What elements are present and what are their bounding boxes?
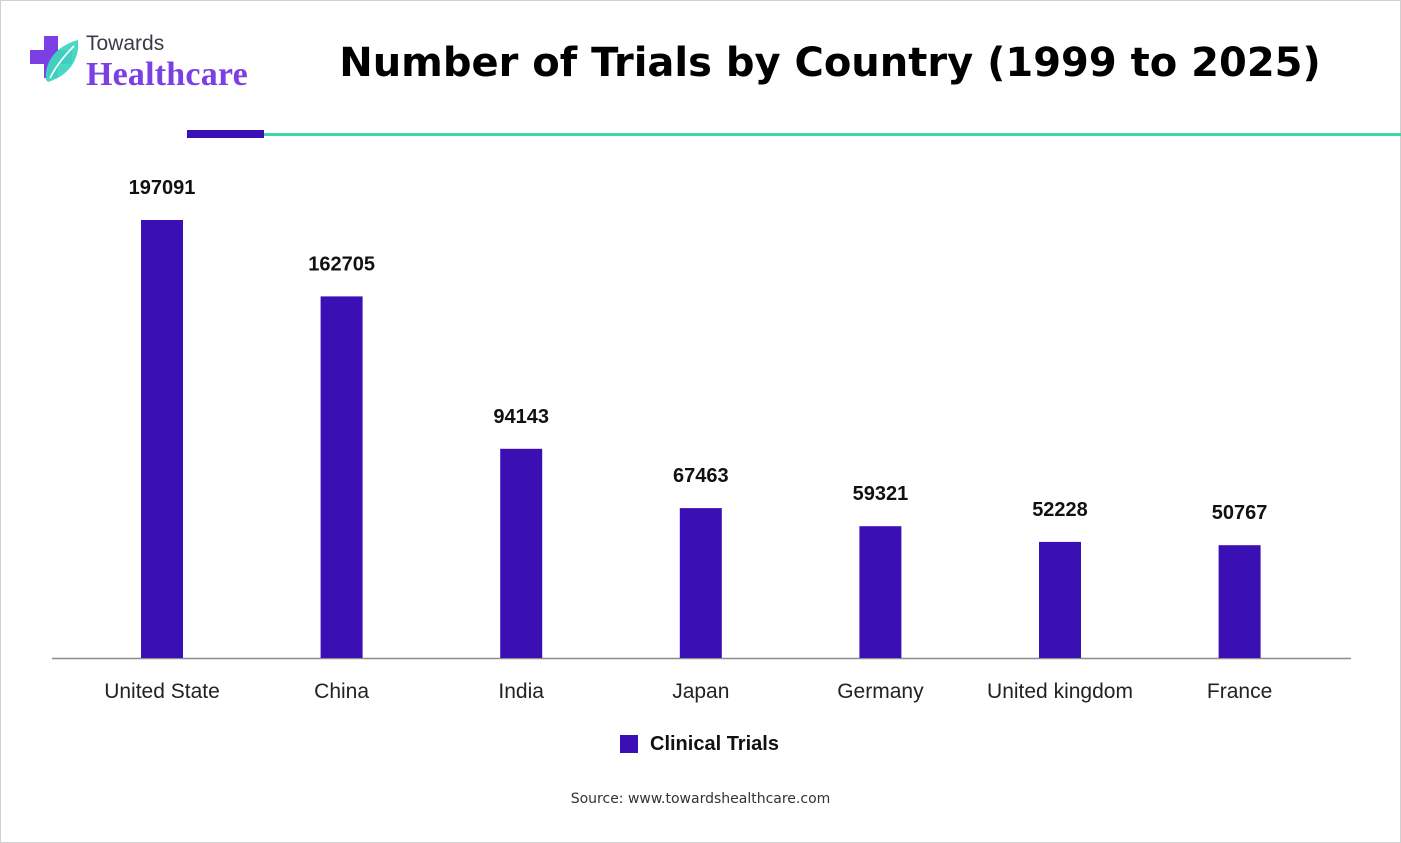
legend-swatch [620, 735, 638, 753]
title-underline-rule [264, 133, 1401, 136]
brand-logo: Towards Healthcare [26, 30, 276, 100]
category-label: Japan [672, 680, 729, 703]
logo-top-text: Towards [86, 32, 165, 55]
category-label: China [314, 680, 369, 703]
bar [679, 508, 722, 658]
data-label: 50767 [1212, 502, 1268, 524]
title-accent-rule [187, 130, 264, 138]
bar [320, 296, 363, 658]
chart-legend: Clinical Trials [620, 733, 779, 755]
bar [859, 526, 902, 658]
category-label: France [1207, 680, 1272, 703]
data-label: 59321 [853, 483, 909, 505]
data-label: 197091 [129, 177, 196, 199]
medical-cross-leaf-icon [30, 36, 79, 82]
category-label: Germany [837, 680, 924, 703]
bar [1218, 545, 1261, 658]
source-note: Source: www.towardshealthcare.com [570, 791, 831, 807]
category-label: India [498, 680, 544, 703]
data-label: 162705 [308, 253, 375, 275]
chart-title: Number of Trials by Country (1999 to 202… [339, 40, 1321, 86]
logo-brand-text: Healthcare [86, 56, 248, 93]
bar [1039, 541, 1081, 658]
legend-label: Clinical Trials [650, 732, 779, 755]
bar [141, 220, 183, 658]
category-label: United kingdom [987, 680, 1133, 703]
data-label: 94143 [493, 406, 549, 428]
data-label: 52228 [1032, 499, 1088, 521]
data-label: 67463 [673, 465, 729, 487]
category-label: United State [104, 680, 220, 703]
bar [500, 448, 543, 658]
